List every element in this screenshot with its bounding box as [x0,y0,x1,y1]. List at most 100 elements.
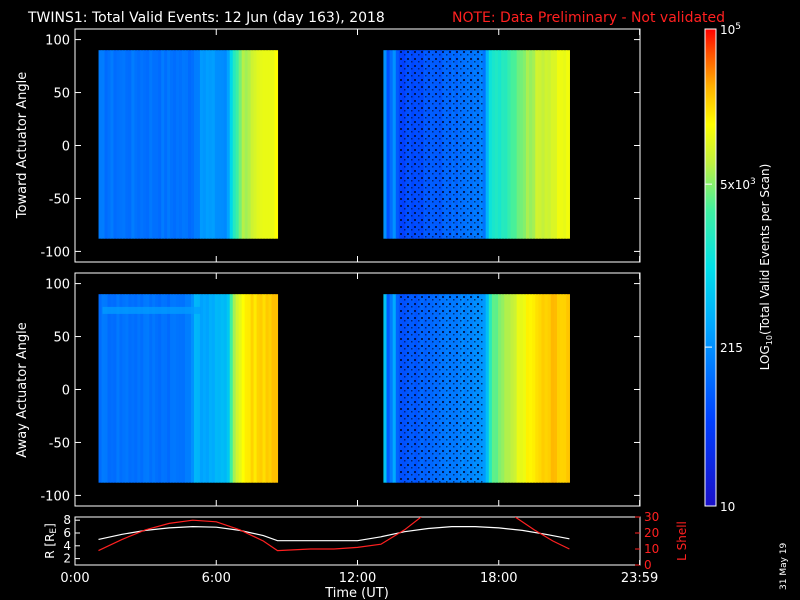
heatmap-column [229,50,234,239]
heatmap-column [238,294,243,483]
xtick-label: 6:00 [202,571,231,586]
heatmap-column [202,294,207,483]
heatmap-column [104,294,109,483]
xtick-label: 12:00 [339,571,376,586]
heatmap-column [176,50,180,239]
heatmap-column [125,294,129,483]
heatmap-column [507,50,512,239]
heatmap-column [208,50,213,239]
heatmap-column [544,50,549,239]
heatmap-column [188,294,192,483]
heatmap-column [538,50,543,239]
heatmap-column [525,50,530,239]
heatmap-column [140,50,144,239]
heatmap-column [516,50,521,239]
heatmap-column [494,50,499,239]
ytick-label: 50 [53,331,70,346]
heatmap-column [494,294,499,483]
heatmap-column [485,50,490,239]
heatmap-column [522,294,527,483]
preliminary-note: NOTE: Data Preliminary - Not validated [452,10,725,26]
heatmap-column [395,294,400,483]
ytick-label: 50 [53,87,70,102]
away-heatmap [98,294,570,483]
heatmap-column [226,50,231,239]
heatmap-column [265,50,270,239]
heatmap-column [510,294,515,483]
left-ytick-label: 4 [63,539,71,553]
colorbar-label: LOG10(Total Valid Events per Scan) [758,164,774,371]
heatmap-column [214,50,219,239]
heatmap-column [553,294,558,483]
heatmap-column [491,294,496,483]
heatmap-column [179,50,183,239]
chart-title: TWINS1: Total Valid Events: 12 Jun (day … [27,10,385,26]
heatmap-column [547,50,552,239]
heatmap-column [113,294,118,483]
heatmap-column [389,50,394,239]
left-ytick-label: 6 [63,526,71,540]
heatmap-column [143,50,147,239]
away-axes: 100 50 0 -50 -100 [40,273,641,506]
heatmap-column [501,294,505,483]
heatmap-column [146,294,150,483]
heatmap-column [259,50,264,239]
heatmap-column [386,294,391,483]
colorbar [704,28,717,507]
heatmap-column [556,294,561,483]
lshell-line [98,517,422,552]
heatmap-column [113,50,118,239]
toward-axes: 100 50 0 -50 -100 [40,29,641,262]
colorbar-tick-label: 105 [720,22,741,37]
heatmap-column [498,294,502,483]
heatmap-column [170,294,174,483]
heatmap-column [268,294,273,483]
heatmap-column [101,294,106,483]
right-ytick-label: 10 [644,542,659,556]
heatmap-column [482,50,487,239]
heatmap-column [535,50,539,239]
colorbar-label-sub: 10 [765,335,774,345]
heatmap-column [190,50,195,239]
colorbar-tick-label: 10 [720,500,735,514]
xtick-label: 23:59 [621,571,658,586]
heatmap-column [389,294,394,483]
heatmap-column [185,294,189,483]
heatmap-column [217,50,222,239]
heatmap-column [501,50,505,239]
heatmap-column [107,50,112,239]
heatmap-column [510,50,515,239]
heatmap-column [247,294,252,483]
heatmap-column [244,294,249,483]
heatmap-column [116,294,121,483]
heatmap-column [541,294,546,483]
heatmap-column [241,294,246,483]
heatmap-column [125,50,129,239]
orbit-lines [98,517,570,552]
heatmap-column [274,50,279,239]
colorbar-tick-label: 215 [720,341,743,355]
heatmap-column [547,294,552,483]
heatmap-column [202,50,207,239]
low-count-speckle [398,294,483,483]
heatmap-column [563,50,567,239]
heatmap-column [226,294,231,483]
heatmap-column [214,294,219,483]
heatmap-column [161,294,165,483]
heatmap-column [386,50,391,239]
heatmap-column [131,50,135,239]
heatmap-column [383,50,388,239]
heatmap-column [179,294,183,483]
radius-line [98,525,570,542]
ytick-label: 0 [62,384,70,399]
heatmap-column [247,50,252,239]
heatmap-column [122,50,126,239]
ytick-label: 100 [45,34,70,49]
heatmap-column [220,50,225,239]
ytick-label: -100 [40,489,70,504]
left-ytick-label: 2 [63,552,71,566]
heatmap-column [137,50,141,239]
heatmap-column [544,294,549,483]
heatmap-column [205,294,210,483]
